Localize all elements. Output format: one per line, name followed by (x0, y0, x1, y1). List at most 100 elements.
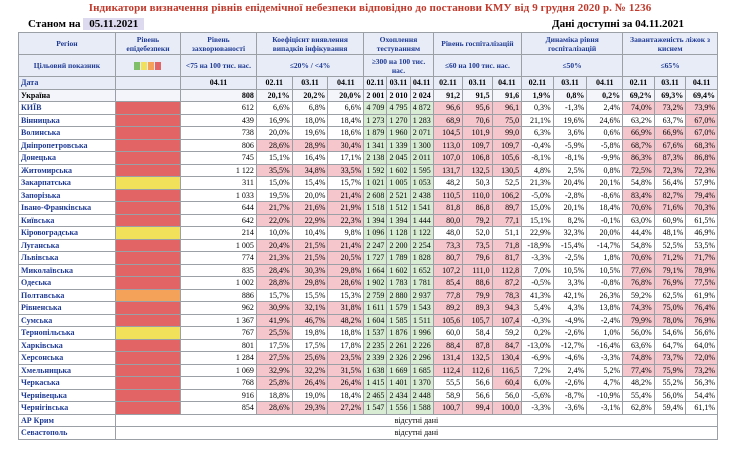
table-row: Україна 808 20,1% 20,2% 20,0% 2 001 2 010 2 024… (18, 88, 718, 102)
region-name: Севастополь (18, 426, 116, 440)
no-data-cell: відсутні дані (114, 413, 719, 427)
table-row: Хмельницька 1 069 32,9% 32,2% 31,5% 1 638 1 66… (18, 363, 718, 377)
dyn-cell: -8,1% (521, 151, 554, 165)
incidence-cell: 835 (180, 263, 257, 277)
incidence-cell: 774 (180, 251, 257, 265)
test-cell: 1 415 (363, 376, 388, 390)
det-cell: 19,0% (291, 388, 329, 402)
det-cell: 17,1% (327, 151, 365, 165)
header-hosp: Рівень госпіталізацій (432, 32, 523, 55)
test-cell: 1 783 (386, 276, 411, 290)
oxy-cell: 87,3% (653, 151, 687, 165)
hosp-cell: 56,0 (491, 388, 523, 402)
det-cell: 15,1% (255, 151, 293, 165)
dyn-cell: 42,1% (552, 288, 588, 302)
dyn-cell: 20,4% (552, 176, 588, 190)
oxy-cell: 72,0% (685, 351, 718, 365)
hosp-cell: 105,7 (462, 313, 493, 327)
oxy-cell: 67,0% (685, 126, 718, 140)
oxy-cell: 83,4% (622, 188, 655, 202)
oxy-cell: 67,6% (653, 138, 687, 152)
test-cell: 1 518 (363, 201, 388, 215)
hosp-cell: 99,0 (491, 126, 523, 140)
det-cell: 28,6% (327, 276, 365, 290)
target-detection: ≤20% / <4% (255, 54, 365, 77)
table-row: Херсонська 1 284 27,5% 25,6% 23,5% 2 339 2 326… (18, 351, 718, 365)
oxy-cell: 63,2% (622, 113, 655, 127)
hosp-cell: 75,0 (491, 113, 523, 127)
test-cell: 1 541 (409, 201, 434, 215)
incidence-cell: 738 (180, 126, 257, 140)
incidence-cell: 439 (180, 113, 257, 127)
test-cell: 1 828 (409, 251, 434, 265)
dyn-cell: 10,5% (586, 263, 624, 277)
test-cell: 1 341 (363, 138, 388, 152)
det-cell: 22,3% (327, 213, 365, 227)
hosp-cell: 89,3 (462, 301, 493, 315)
region-name: Тернопільська (18, 326, 116, 340)
test-cell: 2 235 (363, 338, 388, 352)
date-col: 02.11 (432, 76, 464, 90)
det-cell: 28,6% (255, 138, 293, 152)
level-cell (114, 163, 182, 177)
test-cell: 2 521 (386, 188, 411, 202)
test-cell: 1 664 (363, 263, 388, 277)
det-cell: 31,8% (327, 301, 365, 315)
test-cell: 2 071 (409, 126, 434, 140)
incidence-cell: 806 (180, 138, 257, 152)
oxy-cell: 76,9% (653, 276, 687, 290)
dyn-cell: -2,6% (552, 376, 588, 390)
oxy-cell: 66,9% (653, 126, 687, 140)
hosp-cell: 79,9 (462, 288, 493, 302)
dyn-cell: 24,6% (586, 113, 624, 127)
incidence-cell: 1 284 (180, 351, 257, 365)
dyn-cell: -3,1% (586, 401, 624, 415)
det-cell: 18,0% (291, 113, 329, 127)
level-cell (114, 88, 182, 102)
det-cell: 17,8% (327, 338, 365, 352)
level-cell (114, 263, 182, 277)
level-legend (114, 54, 182, 77)
date-col: 04.11 (685, 76, 718, 90)
table-row: АР Крим відсутні дані (18, 413, 719, 427)
incidence-cell: 854 (180, 401, 257, 415)
date-col: 03.11 (653, 76, 687, 90)
oxy-cell: 60,9% (653, 213, 687, 227)
dyn-cell: 7,0% (521, 263, 554, 277)
oxy-cell: 61,1% (685, 401, 718, 415)
oxy-cell: 59,2% (622, 288, 655, 302)
header-testing: Охоплення тестуванням (363, 32, 434, 55)
table-row: Житомирська 1 122 35,5% 34,8% 33,5% 1 592 1 60… (18, 163, 718, 177)
test-cell: 1 789 (386, 251, 411, 265)
hosp-cell: 91,2 (432, 88, 464, 102)
det-cell: 33,5% (327, 163, 365, 177)
hosp-cell: 48,0 (432, 226, 464, 240)
det-cell: 15,0% (255, 176, 293, 190)
test-cell: 1 588 (409, 401, 434, 415)
test-cell: 1 053 (409, 176, 434, 190)
oxy-cell: 79,1% (653, 263, 687, 277)
test-cell: 4 709 (363, 101, 388, 115)
test-cell: 1 444 (409, 213, 434, 227)
test-cell: 1 638 (363, 363, 388, 377)
table-row: Вінницька 439 16,9% 18,0% 18,4% 1 273 1 270 1 2… (18, 113, 718, 127)
region-name: Рівненська (18, 301, 116, 315)
det-cell: 15,4% (291, 176, 329, 190)
hosp-cell: 77,1 (491, 213, 523, 227)
hosp-cell: 70,6 (462, 113, 493, 127)
hosp-cell: 112,8 (491, 263, 523, 277)
incidence-cell: 916 (180, 388, 257, 402)
table-row: Івано-Франківська 644 21,7% 21,6% 21,9% 1 518… (18, 201, 718, 215)
test-cell: 1 370 (409, 376, 434, 390)
hosp-cell: 107,2 (432, 263, 464, 277)
dyn-cell: 6,3% (521, 126, 554, 140)
test-cell: 1 300 (409, 138, 434, 152)
det-cell: 32,2% (291, 363, 329, 377)
det-cell: 32,9% (255, 363, 293, 377)
oxy-cell: 56,0% (653, 388, 687, 402)
det-cell: 20,4% (255, 238, 293, 252)
incidence-cell: 644 (180, 201, 257, 215)
dyn-cell: 1,9% (521, 88, 554, 102)
region-name: Житомирська (18, 163, 116, 177)
oxy-cell: 73,7% (653, 351, 687, 365)
